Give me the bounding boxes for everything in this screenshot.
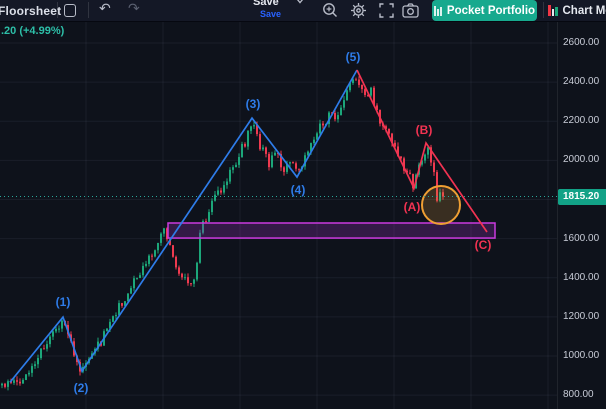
separator (543, 2, 544, 18)
svg-text:(4): (4) (291, 183, 306, 197)
ticker-change-text: .20 (+4.99%) (1, 25, 65, 37)
screenshot-button[interactable] (402, 0, 419, 22)
redo-icon: ↷ (128, 1, 140, 17)
axis-price-label: 2000.00 (563, 154, 600, 166)
save-sub-label: Save (260, 9, 282, 19)
svg-text:(3): (3) (246, 97, 261, 111)
indicator-label: Floorsheet (0, 4, 62, 18)
price-axis[interactable]: 1815.20 2600.00 2400.00 2200.00 2000.00 1600… (557, 22, 606, 409)
svg-text:(5): (5) (346, 50, 361, 64)
zoom-in-button[interactable] (322, 0, 338, 22)
portfolio-columns-icon (433, 5, 442, 16)
layout-button[interactable] (64, 0, 76, 22)
settings-button[interactable] (350, 0, 367, 22)
undo-icon: ↶ (99, 1, 111, 17)
pocket-portfolio-button[interactable]: Pocket Portfolio (432, 0, 537, 21)
pocket-portfolio-label: Pocket Portfolio (446, 4, 536, 17)
price-chart-canvas[interactable]: (1) (2) (3) (4) (5) (A) (B) (C) (0, 22, 557, 409)
chart-mood-button[interactable]: Chart Mood (548, 0, 606, 22)
toolbar: Floorsheet ↶ ↷ Save Save (0, 0, 606, 22)
svg-text:(B): (B) (416, 123, 433, 137)
svg-text:(1): (1) (56, 295, 71, 309)
svg-text:(C): (C) (475, 238, 492, 252)
separator (57, 2, 58, 18)
redo-button[interactable]: ↷ (128, 0, 140, 22)
axis-price-label: 1400.00 (563, 271, 600, 283)
fullscreen-icon (379, 2, 394, 18)
square-icon (64, 3, 76, 17)
chevron-down-icon (296, 0, 304, 4)
magnifier-plus-icon (323, 2, 337, 17)
undo-button[interactable]: ↶ (99, 0, 111, 22)
chart-panel: .20 (+4.99%) (1) (2) (3) (4) (5) (A) (B) (C) 18… (0, 22, 606, 409)
camera-icon (402, 2, 419, 18)
current-price-tag: 1815.20 (558, 188, 606, 205)
svg-text:(A): (A) (404, 200, 421, 214)
svg-text:(2): (2) (74, 381, 89, 395)
axis-price-label: 1200.00 (563, 310, 600, 322)
gear-icon (351, 2, 366, 18)
axis-price-label: 2400.00 (563, 76, 600, 88)
separator (88, 2, 89, 18)
fullscreen-button[interactable] (379, 0, 394, 22)
save-label: Save (253, 0, 279, 8)
axis-price-label: 2200.00 (563, 115, 600, 127)
chart-mood-label: Chart Mood (562, 5, 606, 17)
save-button[interactable]: Save Save (252, 0, 308, 22)
indicator-floorsheet[interactable]: Floorsheet (0, 0, 62, 22)
axis-price-label: 800.00 (563, 389, 594, 401)
chart-mood-icon (548, 5, 558, 16)
axis-price-label: 1600.00 (563, 232, 600, 244)
axis-price-label: 1000.00 (563, 350, 600, 362)
axis-price-label: 2600.00 (563, 37, 600, 48)
